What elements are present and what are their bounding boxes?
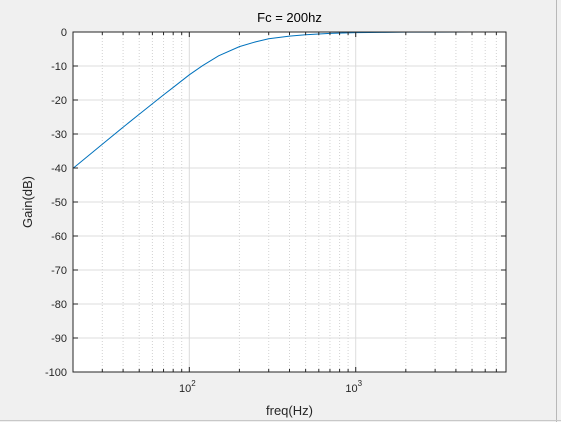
y-tick-label: -30 bbox=[51, 129, 67, 141]
window-edge-bottom bbox=[0, 420, 561, 421]
window-edge-right bbox=[556, 0, 557, 422]
grid-lines bbox=[73, 32, 506, 372]
y-tick-label: -80 bbox=[51, 299, 67, 311]
y-axis-label: Gain(dB) bbox=[20, 176, 35, 228]
y-tick-label: -90 bbox=[51, 333, 67, 345]
x-tick-labels: 102 103 bbox=[179, 379, 363, 395]
tick-marks bbox=[73, 31, 506, 373]
y-tick-label: -50 bbox=[51, 197, 67, 209]
y-tick-labels: 0 -10 -20 -30 -40 -50 -60 -70 -80 -90 -100 bbox=[45, 27, 67, 379]
y-tick-label: -70 bbox=[51, 265, 67, 277]
y-tick-label: -40 bbox=[51, 163, 67, 175]
y-tick-label: -100 bbox=[45, 367, 67, 379]
y-tick-label: 0 bbox=[61, 27, 67, 39]
x-axis-label: freq(Hz) bbox=[266, 403, 313, 418]
x-tick-label: 102 bbox=[179, 379, 196, 395]
y-tick-label: -20 bbox=[51, 95, 67, 107]
chart-title: Fc = 200hz bbox=[257, 10, 322, 25]
y-tick-label: -10 bbox=[51, 61, 67, 73]
x-tick-label: 103 bbox=[345, 379, 362, 395]
y-tick-label: -60 bbox=[51, 231, 67, 243]
